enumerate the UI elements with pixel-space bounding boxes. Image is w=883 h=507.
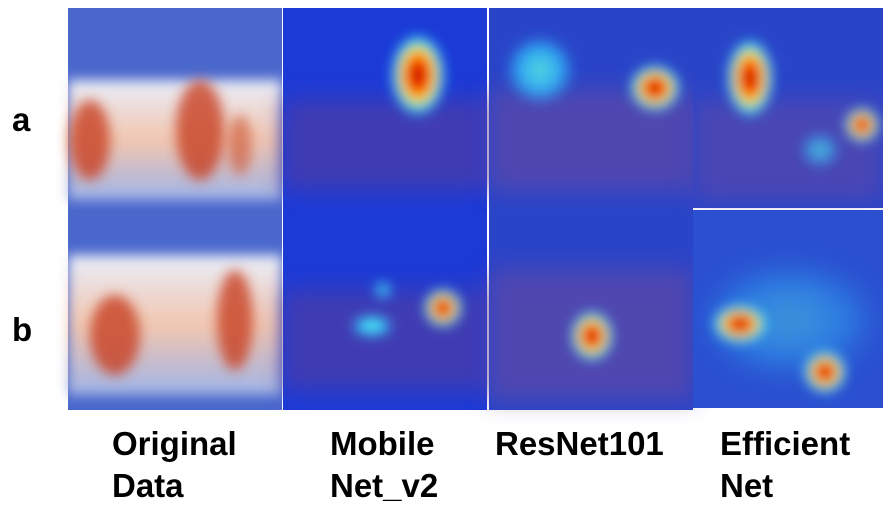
image-resnet-b xyxy=(489,210,693,410)
column-label: Net xyxy=(720,467,773,504)
column-label: Original xyxy=(112,425,237,462)
column-label: ResNet101 xyxy=(495,425,664,462)
row-label: a xyxy=(12,101,31,138)
image-efficientnet-a xyxy=(693,8,883,208)
image-original-b xyxy=(68,210,282,410)
column-label: Net_v2 xyxy=(330,467,438,504)
figure: a b Original Data Mobile Net_v2 ResNet101 Effic… xyxy=(0,0,883,507)
column-label: Data xyxy=(112,467,184,504)
column-label: Mobile xyxy=(330,425,435,462)
image-efficientnet-b xyxy=(693,210,883,408)
image-mobilenet-b xyxy=(283,210,487,410)
row-label: b xyxy=(12,311,32,348)
image-mobilenet-a xyxy=(283,8,487,210)
page: a b Original Data Mobile Net_v2 ResNet101 Effic… xyxy=(0,0,883,507)
image-resnet-a xyxy=(489,8,693,210)
image-original-a xyxy=(68,8,282,210)
column-label: Efficient xyxy=(720,425,850,462)
